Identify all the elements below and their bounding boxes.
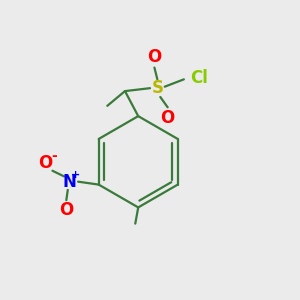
- Text: Cl: Cl: [190, 69, 208, 87]
- Text: O: O: [59, 201, 74, 219]
- Text: O: O: [39, 154, 53, 172]
- Text: O: O: [147, 48, 161, 66]
- Text: S: S: [152, 79, 164, 97]
- Text: -: -: [51, 149, 56, 163]
- Text: +: +: [71, 170, 80, 180]
- Text: N: N: [62, 173, 76, 191]
- Text: O: O: [160, 109, 175, 127]
